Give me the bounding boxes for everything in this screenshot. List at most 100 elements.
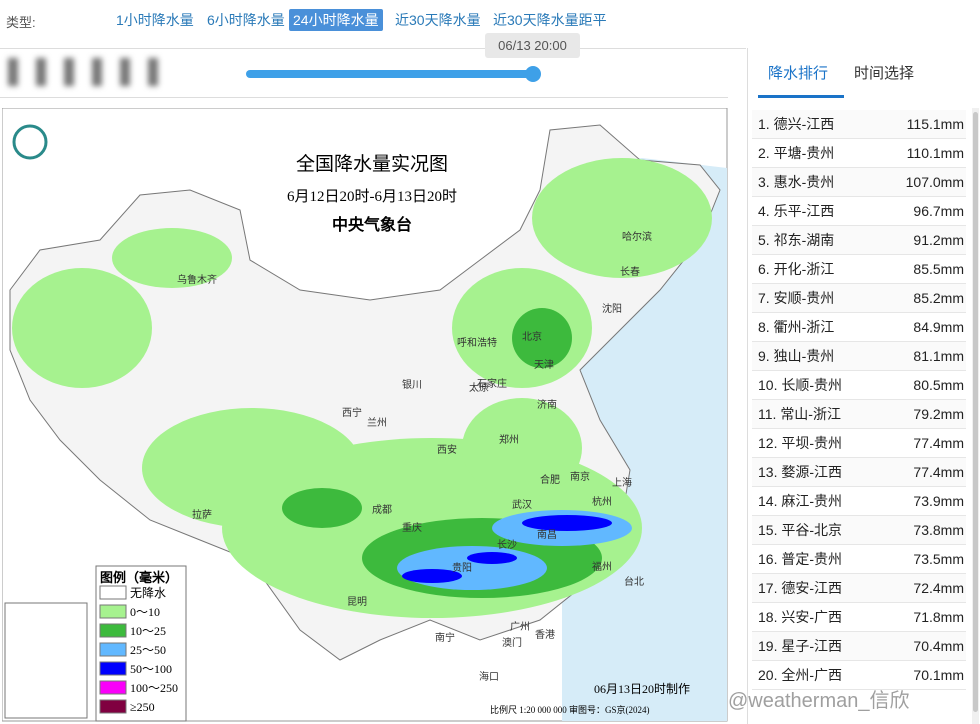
scale-note: 比例尺 1:20 000 000 审图号：GS京(2024) — [490, 704, 650, 715]
ranking-row[interactable]: 12. 平坝-贵州 77.4mm — [752, 429, 966, 458]
type-tab[interactable]: 1小时降水量 — [116, 12, 194, 28]
precip-value: 73.9mm — [913, 493, 964, 509]
precip-value: 80.5mm — [913, 377, 964, 393]
ranking-row[interactable]: 14. 麻江-贵州 73.9mm — [752, 487, 966, 516]
precip-value: 110.1mm — [906, 145, 964, 161]
city-label: 上海 — [612, 476, 632, 489]
city-label: 成都 — [372, 504, 392, 516]
precip-value: 85.5mm — [913, 261, 964, 277]
city-label: 兰州 — [367, 416, 387, 429]
city-label: 福州 — [592, 560, 612, 573]
legend-swatch — [99, 623, 127, 638]
city-label: 西宁 — [342, 406, 362, 419]
station-name: 9. 独山-贵州 — [758, 348, 835, 364]
map: 全国降水量实况图 6月12日20时-6月13日20时 中央气象台 图例（毫米） … — [2, 108, 728, 722]
ranking-row[interactable]: 7. 安顺-贵州 85.2mm — [752, 284, 966, 313]
divider — [0, 97, 728, 98]
city-label: 澳门 — [502, 636, 522, 649]
city-label: 杭州 — [592, 495, 612, 508]
tab-underline — [758, 95, 844, 98]
ranking-row[interactable]: 8. 衢州-浙江 84.9mm — [752, 313, 966, 342]
ranking-row[interactable]: 17. 德安-江西 72.4mm — [752, 574, 966, 603]
precip-value: 73.5mm — [913, 551, 964, 567]
precip-value: 84.9mm — [913, 319, 964, 335]
city-label: 沈阳 — [602, 302, 622, 315]
inset-map — [4, 602, 88, 719]
slider-track[interactable] — [246, 70, 534, 78]
panel-tab[interactable]: 时间选择 — [854, 65, 915, 82]
station-name: 19. 星子-江西 — [758, 638, 843, 654]
ranking-row[interactable]: 18. 兴安-广西 71.8mm — [752, 603, 966, 632]
ranking-row[interactable]: 13. 婺源-江西 77.4mm — [752, 458, 966, 487]
station-name: 12. 平坝-贵州 — [758, 435, 843, 451]
station-name: 6. 开化-浙江 — [758, 261, 835, 277]
slider-knob[interactable] — [525, 66, 541, 82]
made-note: 06月13日20时制作 — [594, 682, 690, 696]
station-name: 2. 平塘-贵州 — [758, 145, 835, 161]
divider — [0, 48, 746, 49]
panel-tab[interactable]: 降水排行 — [768, 65, 829, 82]
city-label: 海口 — [479, 670, 499, 683]
blurred-label — [8, 58, 166, 86]
precip-value: 81.1mm — [913, 348, 964, 364]
ranking-row[interactable]: 19. 星子-江西 70.4mm — [752, 632, 966, 661]
station-name: 17. 德安-江西 — [758, 580, 843, 596]
precip-value: 72.4mm — [913, 580, 964, 596]
type-tab[interactable]: 近30天降水量 — [395, 12, 481, 28]
scroll-thumb[interactable] — [973, 112, 978, 712]
precip-value: 70.4mm — [913, 638, 964, 654]
city-label: 北京 — [522, 330, 542, 343]
station-name: 20. 全州-广西 — [758, 667, 843, 683]
city-label: 石家庄 — [477, 377, 507, 390]
city-label: 重庆 — [402, 521, 422, 534]
type-tab[interactable]: 近30天降水量距平 — [493, 12, 607, 28]
precip-value: 71.8mm — [913, 609, 964, 625]
ranking-row[interactable]: 10. 长顺-贵州 80.5mm — [752, 371, 966, 400]
station-name: 13. 婺源-江西 — [758, 464, 843, 480]
city-label: 贵阳 — [452, 561, 472, 574]
station-name: 14. 麻江-贵州 — [758, 493, 843, 509]
legend-swatch — [99, 585, 127, 600]
type-tab[interactable]: 24小时降水量 — [289, 9, 383, 31]
precip-value: 85.2mm — [913, 290, 964, 306]
station-name: 11. 常山-浙江 — [758, 406, 841, 422]
city-label: 香港 — [535, 629, 555, 641]
precip-value: 77.4mm — [913, 435, 964, 451]
legend-swatch — [99, 699, 127, 714]
legend-label: 100～250 — [130, 681, 178, 695]
station-name: 18. 兴安-广西 — [758, 609, 843, 625]
city-label: 长春 — [620, 266, 640, 278]
ranking-row[interactable]: 11. 常山-浙江 79.2mm — [752, 400, 966, 429]
ranking-row[interactable]: 9. 独山-贵州 81.1mm — [752, 342, 966, 371]
precip-value: 79.2mm — [913, 406, 964, 422]
city-label: 呼和浩特 — [457, 337, 497, 349]
logo — [12, 124, 48, 160]
ranking-row[interactable]: 16. 普定-贵州 73.5mm — [752, 545, 966, 574]
legend-label: 10～25 — [130, 624, 166, 638]
ranking-row[interactable]: 5. 祁东-湖南 91.2mm — [752, 226, 966, 255]
legend-label: 50～100 — [130, 662, 172, 676]
ranking-row[interactable]: 1. 德兴-江西 115.1mm — [752, 110, 966, 139]
precip-value: 70.1mm — [913, 667, 964, 683]
ranking-row[interactable]: 2. 平塘-贵州 110.1mm — [752, 139, 966, 168]
slider-tooltip: 06/13 20:00 — [485, 33, 580, 58]
city-label: 西安 — [437, 443, 457, 456]
city-label: 南宁 — [435, 631, 455, 644]
ranking-row[interactable]: 15. 平谷-北京 73.8mm — [752, 516, 966, 545]
precip-value: 115.1mm — [906, 116, 964, 132]
ranking-row[interactable]: 6. 开化-浙江 85.5mm — [752, 255, 966, 284]
city-label: 天津 — [534, 359, 554, 371]
ranking-row[interactable]: 4. 乐平-江西 96.7mm — [752, 197, 966, 226]
ranking-row[interactable]: 20. 全州-广西 70.1mm — [752, 661, 966, 690]
city-label: 拉萨 — [192, 508, 212, 521]
map-subtitle: 6月12日20时-6月13日20时 — [287, 188, 457, 205]
city-label: 南京 — [570, 470, 590, 483]
city-label: 哈尔滨 — [622, 230, 652, 243]
precip-value: 77.4mm — [913, 464, 964, 480]
legend-label: ≥250 — [130, 700, 155, 714]
type-tab[interactable]: 6小时降水量 — [207, 12, 285, 28]
type-label: 类型: — [6, 15, 36, 30]
rain-storm — [402, 515, 612, 583]
city-label: 台北 — [624, 575, 644, 588]
ranking-row[interactable]: 3. 惠水-贵州 107.0mm — [752, 168, 966, 197]
